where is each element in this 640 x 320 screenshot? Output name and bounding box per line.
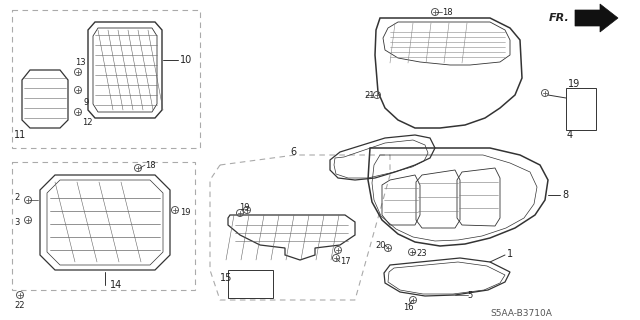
Text: 19: 19	[239, 203, 250, 212]
Text: 4: 4	[567, 130, 573, 140]
Text: 15: 15	[220, 273, 232, 283]
Text: 5: 5	[467, 291, 472, 300]
Text: 8: 8	[562, 190, 568, 200]
Text: S5AA-B3710A: S5AA-B3710A	[490, 308, 552, 317]
Text: 22: 22	[14, 300, 24, 309]
Text: 20: 20	[375, 241, 385, 250]
Text: 21: 21	[364, 91, 374, 100]
Text: 1: 1	[507, 249, 513, 259]
Text: 10: 10	[180, 55, 192, 65]
Text: 14: 14	[110, 280, 122, 290]
Polygon shape	[575, 4, 618, 32]
Text: 23: 23	[416, 249, 427, 258]
Text: 16: 16	[403, 302, 413, 311]
Text: FR.: FR.	[549, 13, 570, 23]
Text: 6: 6	[290, 147, 296, 157]
Text: 11: 11	[14, 130, 26, 140]
Text: 12: 12	[82, 117, 93, 126]
Bar	[566, 88, 596, 130]
Text: 13: 13	[75, 58, 86, 67]
Text: 18: 18	[145, 161, 156, 170]
Text: 9: 9	[83, 98, 88, 107]
Bar	[228, 270, 273, 298]
Text: 2: 2	[14, 193, 19, 202]
Text: 18: 18	[442, 7, 452, 17]
Text: 19: 19	[180, 207, 191, 217]
Text: 19: 19	[568, 79, 580, 89]
Text: 17: 17	[340, 258, 351, 267]
Text: 3: 3	[14, 218, 19, 227]
